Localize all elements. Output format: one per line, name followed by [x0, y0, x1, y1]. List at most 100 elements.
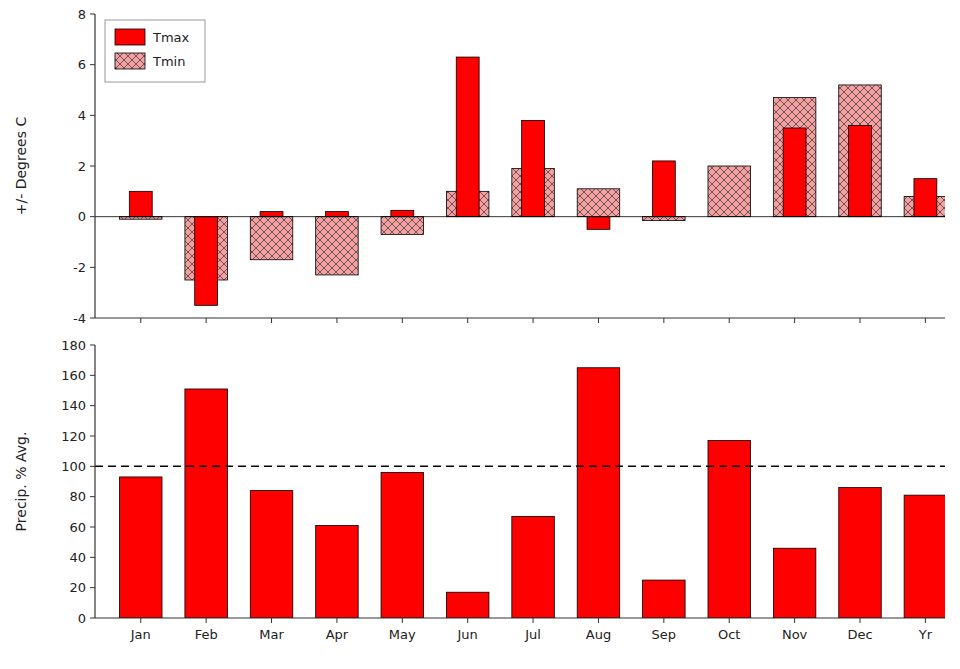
x-tick — [729, 618, 730, 623]
y-tick-label: 0 — [78, 209, 86, 224]
bar — [185, 389, 228, 618]
x-tick — [598, 318, 599, 323]
x-tick-label: Apr — [326, 627, 349, 642]
bar — [316, 525, 359, 618]
y-tick — [90, 166, 95, 167]
x-axis — [95, 617, 945, 618]
x-tick-label: Mar — [259, 627, 284, 642]
y-tick — [90, 267, 95, 268]
x-tick-label: Jul — [524, 627, 541, 642]
x-tick — [206, 618, 207, 623]
x-tick-label: Jun — [457, 627, 478, 642]
bar — [708, 441, 751, 618]
bar — [446, 592, 489, 618]
x-axis — [95, 317, 945, 318]
y-tick — [90, 466, 95, 467]
x-tick-label: Aug — [586, 627, 611, 642]
bar — [783, 128, 806, 217]
x-tick — [140, 618, 141, 623]
x-tick — [598, 618, 599, 623]
x-tick — [794, 318, 795, 323]
x-tick — [271, 618, 272, 623]
x-tick — [533, 318, 534, 323]
y-tick-label: 0 — [78, 611, 86, 626]
x-tick-label: Yr — [918, 627, 933, 642]
x-tick — [402, 618, 403, 623]
chart-container: -4-202468+/- Degrees CTmaxTmin0204060801… — [0, 0, 960, 669]
bar — [643, 580, 686, 618]
y-tick — [90, 405, 95, 406]
x-tick-label: Oct — [718, 627, 740, 642]
legend-swatch — [115, 29, 145, 45]
x-tick — [271, 318, 272, 323]
y-tick — [90, 375, 95, 376]
legend: TmaxTmin — [105, 20, 205, 82]
y-tick-label: 80 — [69, 489, 86, 504]
zero-line — [95, 216, 945, 217]
y-tick-label: 180 — [61, 338, 86, 353]
legend-label: Tmax — [152, 30, 190, 45]
bar — [381, 472, 424, 618]
x-tick — [925, 318, 926, 323]
x-tick — [467, 618, 468, 623]
y-tick-label: -2 — [73, 260, 86, 275]
y-axis — [94, 14, 95, 318]
y-axis-label: Precip. % Avg. — [13, 432, 29, 532]
legend-swatch — [115, 53, 145, 69]
bar — [316, 217, 359, 275]
bar — [120, 477, 162, 618]
panel: 020406080100120140160180Precip. % Avg.Ja… — [13, 338, 947, 643]
y-tick — [90, 557, 95, 558]
x-tick — [663, 618, 664, 623]
bar — [577, 368, 620, 618]
x-tick — [467, 318, 468, 323]
bars — [120, 368, 945, 618]
bar — [260, 212, 283, 217]
y-tick-label: 4 — [78, 108, 86, 123]
y-tick-label: 160 — [61, 368, 86, 383]
bar — [839, 488, 882, 618]
y-tick — [90, 436, 95, 437]
x-tick — [925, 618, 926, 623]
bar — [577, 189, 620, 217]
y-tick-label: 20 — [69, 580, 86, 595]
y-tick-label: 100 — [61, 459, 86, 474]
bar — [849, 125, 872, 216]
x-tick — [336, 618, 337, 623]
x-tick — [533, 618, 534, 623]
y-tick — [90, 115, 95, 116]
bar — [643, 217, 686, 221]
y-tick-label: 6 — [78, 57, 86, 72]
y-tick — [90, 618, 95, 619]
chart-svg: -4-202468+/- Degrees CTmaxTmin0204060801… — [0, 0, 960, 669]
bar — [904, 495, 945, 618]
bar — [129, 191, 152, 216]
x-tick-label: Feb — [195, 627, 218, 642]
x-tick — [663, 318, 664, 323]
x-tick — [860, 618, 861, 623]
bar — [652, 161, 675, 217]
x-tick — [402, 318, 403, 323]
bar — [381, 217, 424, 235]
bar — [250, 217, 292, 260]
bar — [773, 548, 816, 618]
y-tick-label: 140 — [61, 398, 86, 413]
bar — [512, 516, 554, 618]
bar — [522, 120, 545, 216]
bar — [195, 217, 218, 306]
y-tick-label: 120 — [61, 429, 86, 444]
bar — [391, 210, 414, 216]
bar — [587, 217, 610, 230]
reference-line — [95, 466, 945, 468]
y-tick — [90, 527, 95, 528]
bar — [839, 85, 882, 217]
y-tick-label: 2 — [78, 159, 86, 174]
x-tick — [206, 318, 207, 323]
x-tick — [794, 618, 795, 623]
y-tick — [90, 496, 95, 497]
x-tick-label: Nov — [782, 627, 808, 642]
y-axis-label: +/- Degrees C — [13, 117, 29, 216]
bar — [250, 491, 292, 618]
y-tick-label: 8 — [78, 7, 86, 22]
bar — [456, 57, 479, 217]
